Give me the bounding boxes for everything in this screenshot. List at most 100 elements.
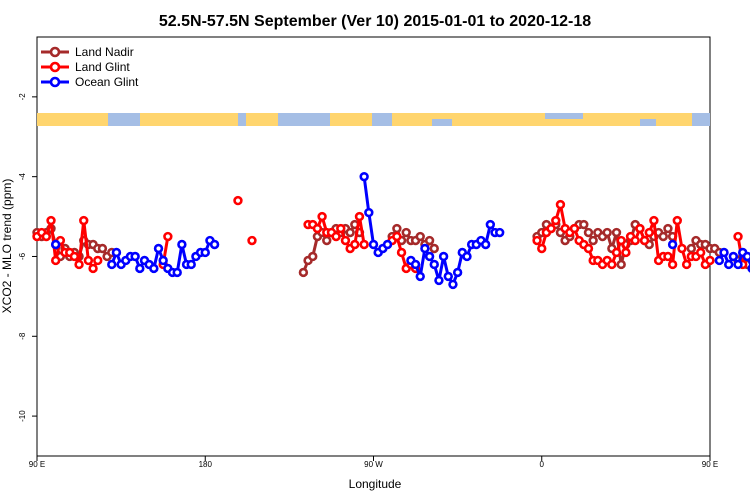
data-point-land-nadir	[583, 227, 594, 238]
data-point-ocean-glint	[480, 239, 491, 250]
data-point-ocean-glint	[452, 267, 463, 278]
data-point-land-glint	[705, 255, 715, 266]
data-point-ocean-glint	[728, 251, 739, 262]
data-point-ocean-glint	[719, 247, 729, 258]
data-point-land-glint	[69, 251, 80, 262]
data-point-land-nadir	[97, 243, 108, 254]
data-point-ocean-glint	[382, 239, 393, 250]
data-point-land-glint	[317, 211, 327, 222]
data-point-ocean-glint	[438, 251, 449, 262]
data-point-land-glint	[350, 239, 360, 250]
strip-ocean	[432, 119, 452, 126]
data-point-land-glint	[569, 223, 580, 234]
strip-ocean	[300, 113, 322, 119]
data-point-land-glint	[233, 195, 243, 206]
data-point-ocean-glint	[448, 279, 458, 290]
data-point-land-nadir	[658, 231, 668, 242]
data-point-ocean-glint	[200, 247, 210, 258]
data-point-ocean-glint	[130, 251, 140, 262]
data-point-ocean-glint	[742, 251, 750, 262]
series-line-ocean-glint	[718, 250, 750, 268]
data-point-land-glint	[695, 247, 706, 258]
data-point-land-glint	[677, 243, 687, 254]
data-point-ocean-glint	[364, 207, 374, 218]
data-point-land-glint	[396, 247, 407, 258]
strip-ocean	[640, 119, 656, 126]
strip-land	[246, 113, 278, 126]
data-point-land-glint	[611, 247, 622, 258]
data-point-ocean-glint	[186, 259, 196, 270]
data-point-land-nadir	[424, 235, 435, 246]
data-point-land-glint	[667, 259, 678, 270]
data-point-ocean-glint	[368, 239, 379, 250]
legend-marker-land-nadir	[49, 46, 61, 58]
land-ocean-strip	[37, 113, 710, 126]
data-point-ocean-glint	[158, 255, 168, 266]
data-point-ocean-glint	[667, 239, 678, 250]
data-point-ocean-glint	[723, 259, 734, 270]
strip-land	[330, 113, 372, 126]
data-point-ocean-glint	[733, 259, 743, 270]
y-axis: -2 -4 -6 -8 -10	[18, 93, 37, 422]
data-point-ocean-glint	[111, 247, 122, 258]
y-axis-label: XCO2 - MLO trend (ppm)	[0, 179, 14, 314]
data-point-land-glint	[583, 243, 594, 254]
data-point-ocean-glint	[172, 267, 182, 278]
y-tick-label: -4	[18, 173, 27, 181]
data-point-land-glint	[639, 235, 650, 246]
data-point-land-glint	[630, 235, 640, 246]
data-point-land-glint	[672, 215, 682, 226]
data-point-land-glint	[532, 235, 542, 246]
data-point-ocean-glint	[714, 255, 725, 266]
y-tick-label: -2	[18, 93, 27, 101]
strip-ocean	[112, 118, 138, 126]
data-point-land-nadir	[308, 251, 318, 262]
data-point-land-glint	[93, 255, 103, 266]
data-point-land-glint	[79, 215, 89, 226]
data-point-land-glint	[163, 231, 173, 242]
data-point-ocean-glint	[434, 275, 444, 286]
data-point-land-nadir	[345, 227, 355, 238]
data-point-ocean-glint	[485, 219, 496, 230]
x-tick-label: 90 E	[702, 460, 718, 469]
x-tick-label: 180	[199, 460, 213, 469]
data-point-land-glint	[340, 235, 351, 246]
data-point-ocean-glint	[424, 251, 435, 262]
legend-label-land-nadir: Land Nadir	[75, 45, 134, 59]
x-axis-label: Longitude	[349, 477, 402, 491]
data-point-land-glint	[46, 215, 56, 226]
data-point-land-glint	[681, 259, 692, 270]
data-point-land-glint	[331, 231, 341, 242]
data-point-land-nadir	[322, 235, 332, 246]
data-point-land-nadir	[611, 227, 622, 238]
strip-land	[37, 113, 108, 126]
data-point-land-glint	[354, 211, 365, 222]
data-point-land-glint	[616, 235, 626, 246]
legend-marker-land-glint	[49, 61, 61, 73]
data-point-land-glint	[247, 235, 257, 246]
data-point-land-glint	[74, 259, 84, 270]
data-point-land-glint	[555, 199, 566, 210]
data-point-land-glint	[607, 259, 617, 270]
strip-land	[140, 113, 238, 126]
data-point-ocean-glint	[107, 259, 117, 270]
data-point-land-nadir	[663, 223, 673, 234]
data-point-ocean-glint	[50, 239, 61, 250]
data-point-land-nadir	[298, 267, 309, 278]
data-point-land-nadir	[602, 227, 612, 238]
data-point-land-nadir	[415, 231, 425, 242]
series-ocean-glint	[50, 171, 750, 290]
data-point-land-glint	[551, 215, 561, 226]
data-point-land-glint	[336, 223, 346, 234]
data-point-land-glint	[644, 227, 654, 238]
y-tick-label: -10	[18, 410, 27, 422]
data-point-ocean-glint	[149, 263, 159, 274]
data-point-land-glint	[537, 243, 547, 254]
data-point-ocean-glint	[410, 259, 421, 270]
data-point-land-glint	[663, 251, 673, 262]
series-land-glint	[32, 195, 748, 274]
x-axis: 90 E 180 90 W 0 90 E	[29, 456, 718, 469]
plot-area	[32, 171, 750, 290]
data-point-ocean-glint	[177, 239, 187, 250]
